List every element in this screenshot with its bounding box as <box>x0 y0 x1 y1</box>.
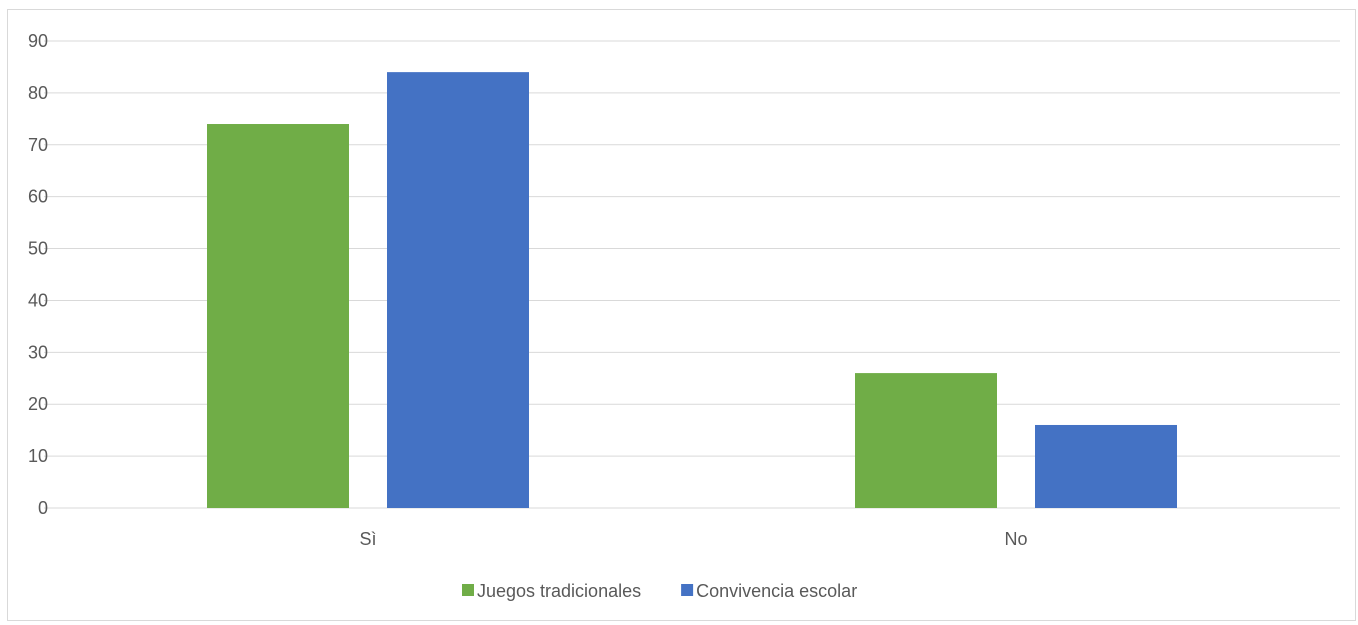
y-tick-label: 70 <box>28 135 48 155</box>
bar-convivencia-escolar-1 <box>1035 424 1177 508</box>
bar-juegos-tradicionales-0 <box>207 124 349 509</box>
y-tick-label: 90 <box>28 31 48 51</box>
legend-label: Juegos tradicionales <box>477 581 641 601</box>
legend-swatch <box>681 584 694 596</box>
y-tick-label: 20 <box>28 394 48 414</box>
bar-convivencia-escolar-0 <box>387 72 529 508</box>
y-axis-ticks: 0 10 20 30 40 50 60 70 80 90 <box>28 31 48 518</box>
legend-label: Convivencia escolar <box>696 581 857 601</box>
y-tick-label: 60 <box>28 187 48 207</box>
y-tick-label: 0 <box>38 498 48 518</box>
x-category-label: Sì <box>359 529 376 549</box>
x-axis-labels: Sì No <box>359 529 1027 549</box>
legend: Juegos tradicionales Convivencia escolar <box>462 581 857 601</box>
bar-juegos-tradicionales-1 <box>855 373 997 508</box>
x-category-label: No <box>1004 529 1027 549</box>
y-tick-label: 80 <box>28 83 48 103</box>
bars <box>207 72 1177 509</box>
y-tick-label: 10 <box>28 446 48 466</box>
y-tick-label: 40 <box>28 290 48 310</box>
y-tick-label: 50 <box>28 239 48 259</box>
y-tick-label: 30 <box>28 342 48 362</box>
legend-swatch <box>462 584 474 596</box>
